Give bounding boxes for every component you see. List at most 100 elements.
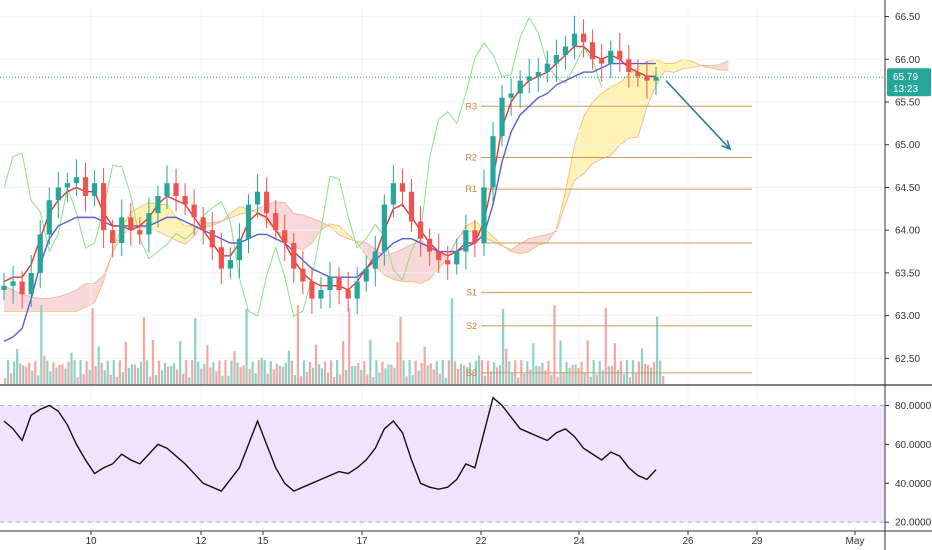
volume-bar xyxy=(106,360,109,384)
price-tick-label: 64.50 xyxy=(895,183,920,194)
volume-bar xyxy=(402,360,405,384)
volume-bar xyxy=(197,361,200,384)
volume-bar xyxy=(354,366,357,384)
volume-bar xyxy=(16,349,19,384)
volume-bar xyxy=(559,340,562,384)
rsi-tick-label: 80.0000 xyxy=(895,401,932,412)
volume-bar xyxy=(544,370,547,384)
volume-bar xyxy=(662,376,665,384)
volume-bar xyxy=(58,364,61,384)
candle-body xyxy=(200,217,206,231)
candle xyxy=(399,168,406,208)
cloud-segment xyxy=(520,238,530,254)
volume-bar xyxy=(136,367,140,384)
cloud-segment xyxy=(601,87,611,159)
volume-bar xyxy=(387,364,390,384)
candle xyxy=(73,159,80,196)
volume-bar xyxy=(438,373,441,384)
volume-bar xyxy=(179,341,182,384)
price-tick-label: 66.00 xyxy=(895,55,920,66)
candle-body xyxy=(481,187,487,243)
cloud-segment xyxy=(719,60,729,70)
candles[interactable] xyxy=(1,15,659,314)
candle xyxy=(110,219,116,258)
candle xyxy=(291,232,297,283)
volume-bar xyxy=(378,372,381,384)
volume-bar xyxy=(218,360,221,384)
candle-body xyxy=(19,281,25,295)
volume-bar xyxy=(230,360,233,384)
volume-bar xyxy=(317,364,321,384)
candle xyxy=(245,194,252,254)
candle xyxy=(64,172,70,202)
candle-body xyxy=(155,196,161,214)
candle xyxy=(463,214,469,270)
volume-bar xyxy=(571,364,574,384)
volume-bar xyxy=(583,372,586,384)
volume-bar xyxy=(432,369,435,384)
volume-bar xyxy=(592,360,595,384)
candle-body xyxy=(282,230,288,243)
cloud-segment xyxy=(4,285,14,312)
volume-bar xyxy=(188,377,191,384)
volume-bar xyxy=(82,374,85,384)
candle-body xyxy=(318,290,324,299)
volume-bar xyxy=(577,368,580,384)
volume-bar xyxy=(420,362,423,384)
volume-bar xyxy=(212,362,215,384)
volume-bar xyxy=(462,365,466,384)
volume-bar xyxy=(37,375,40,384)
volume-bar xyxy=(474,360,478,384)
volume-bar xyxy=(393,367,396,384)
volume-bar xyxy=(112,360,115,384)
span-a-line xyxy=(4,58,729,312)
volume-bar xyxy=(130,364,133,384)
candle xyxy=(427,228,433,266)
cloud-segment xyxy=(302,215,312,250)
volume-bar xyxy=(239,367,242,384)
volume-bar xyxy=(260,357,263,384)
candle-body xyxy=(363,268,369,282)
volume-bar xyxy=(266,373,269,384)
candle-body xyxy=(273,213,279,231)
volume-bar xyxy=(167,366,170,384)
volume-bar xyxy=(601,370,604,384)
volume-bar xyxy=(622,374,626,384)
time-tick-label: 24 xyxy=(573,536,585,547)
candle-body xyxy=(191,204,197,218)
candle-body xyxy=(254,191,261,205)
volume-bar xyxy=(115,376,118,384)
cloud-segment xyxy=(67,290,77,312)
cloud-segment xyxy=(76,283,86,312)
candle xyxy=(644,60,650,99)
volume-bar xyxy=(465,367,469,384)
volume-bar xyxy=(450,298,453,384)
price-tick-label: 65.50 xyxy=(895,98,920,109)
volume-bar xyxy=(532,343,535,384)
volume-bar xyxy=(85,361,88,384)
candle xyxy=(318,277,324,309)
volume-bar xyxy=(281,366,284,384)
volume-bar xyxy=(173,363,176,384)
volume-bar xyxy=(13,361,16,384)
volume-bar xyxy=(649,367,653,384)
candle xyxy=(590,29,596,70)
volume-bar xyxy=(176,369,179,384)
volume-bar xyxy=(227,375,230,384)
pivot-label-s3: S3 xyxy=(466,368,477,378)
candle xyxy=(653,66,659,95)
volume-bar xyxy=(411,375,414,384)
candle xyxy=(617,32,623,73)
candle xyxy=(580,19,587,58)
volume-bar xyxy=(209,367,212,384)
pivot-label-r1: R1 xyxy=(465,184,477,194)
volume-bar xyxy=(103,370,106,384)
volume-bar xyxy=(556,376,559,384)
pivot-label-r3: R3 xyxy=(465,101,477,111)
volume-bar xyxy=(323,361,327,384)
tenkan-line xyxy=(3,45,656,291)
candle-body xyxy=(64,183,70,188)
